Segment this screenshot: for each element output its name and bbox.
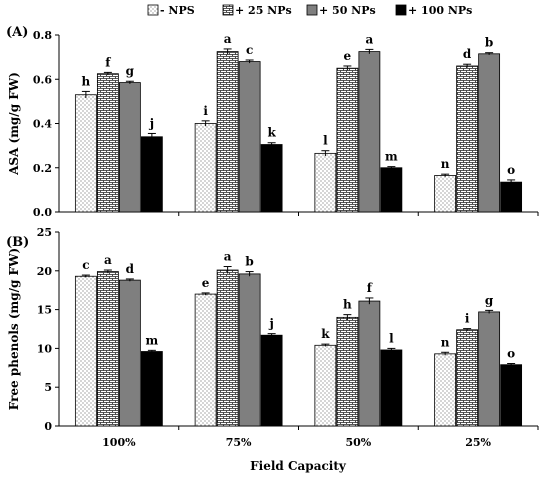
bar-a [336, 67, 359, 213]
legend-label-0: - NPS [160, 4, 195, 17]
bar-b [456, 329, 479, 427]
x-tick-label: 100% [102, 436, 136, 449]
significance-letter-b: e [202, 276, 210, 290]
significance-letter-a: i [203, 104, 208, 118]
bar-a [456, 65, 479, 213]
y-tick-label-b: 25 [37, 226, 52, 239]
bar-a [500, 181, 523, 213]
bar-a [216, 51, 239, 213]
significance-letter-a: l [323, 134, 328, 148]
y-tick-label-a: 0.4 [33, 118, 52, 131]
significance-letter-b: b [245, 255, 253, 269]
significance-letter-a: d [463, 47, 472, 61]
x-tick-label: 75% [226, 436, 252, 449]
bar-b [478, 311, 501, 427]
legend: - NPS + 25 NPs + 50 NPs + 100 NPs [147, 4, 472, 17]
bar-a [140, 136, 163, 213]
bar-b [194, 293, 217, 427]
bar-a [194, 123, 217, 213]
significance-letter-a: b [485, 36, 493, 50]
y-axis-title-b: Free phenols (mg/g FW) [7, 248, 21, 410]
bar-b [118, 279, 141, 427]
significance-letter-b: d [126, 262, 135, 276]
bar-a [478, 53, 501, 213]
y-tick-label-b: 15 [37, 304, 52, 317]
significance-letter-a: j [149, 116, 154, 130]
y-tick-label-b: 0 [44, 420, 52, 433]
bar-b [380, 349, 403, 427]
bar-b [74, 275, 97, 427]
chart-panel-a: (A) ASA (mg/g FW) 0.00.20.40.60.8hfgjiac… [6, 25, 539, 219]
significance-letter-b: c [82, 258, 89, 272]
significance-letter-b: i [465, 312, 470, 326]
x-tick-label: 25% [465, 436, 491, 449]
significance-letter-a: a [365, 32, 373, 46]
significance-letter-b: l [389, 331, 394, 345]
bar-b [434, 353, 457, 427]
significance-letter-a: o [507, 163, 515, 177]
y-tick-label-a: 0.8 [33, 29, 52, 42]
significance-letter-b: a [224, 250, 232, 264]
bar-a [238, 61, 261, 213]
significance-letter-b: o [507, 347, 515, 361]
x-axis-title: Field Capacity [250, 459, 347, 473]
significance-letter-a: f [105, 55, 111, 69]
significance-letter-a: g [126, 64, 135, 78]
significance-letter-b: h [343, 298, 352, 312]
legend-label-1: + 25 NPs [235, 4, 292, 17]
significance-letter-a: n [441, 157, 450, 171]
bar-b [140, 351, 163, 427]
significance-letter-a: a [224, 32, 232, 46]
bar-a [380, 167, 403, 213]
panel-label-b: (B) [6, 235, 29, 250]
x-tick-label: 50% [345, 436, 371, 449]
significance-letter-b: f [367, 281, 373, 295]
bar-a [74, 94, 97, 213]
y-tick-label-b: 20 [37, 265, 53, 278]
significance-letter-b: n [441, 335, 450, 349]
significance-letter-a: k [267, 126, 276, 140]
bar-b [216, 269, 239, 427]
bar-b [500, 364, 523, 427]
legend-swatch-0 [147, 4, 159, 16]
legend-swatch-2 [306, 4, 318, 16]
y-tick-label-a: 0.2 [33, 162, 52, 175]
bar-b [238, 273, 261, 427]
bar-a [314, 152, 337, 213]
significance-letter-b: a [104, 253, 112, 267]
significance-letter-b: g [485, 293, 494, 307]
legend-label-3: + 100 NPs [408, 4, 472, 17]
legend-swatch-1 [222, 4, 234, 16]
bar-a [96, 73, 119, 213]
significance-letter-a: h [82, 74, 91, 88]
bar-b [314, 344, 337, 427]
y-tick-label-b: 10 [37, 342, 53, 355]
legend-swatch-3 [395, 4, 407, 16]
significance-letter-b: m [146, 333, 159, 347]
panel-label-a: (A) [6, 25, 28, 40]
y-tick-label-b: 5 [44, 381, 52, 394]
bar-b [336, 316, 359, 427]
bar-b [358, 300, 381, 427]
bar-a [434, 175, 457, 213]
y-axis-title-a: ASA (mg/g FW) [7, 72, 21, 176]
bar-b [96, 271, 119, 427]
significance-letter-a: m [385, 150, 398, 164]
bar-a [260, 144, 283, 213]
significance-letter-b: j [268, 317, 273, 331]
chart-panel-b: (B) Free phenols (mg/g FW) Field Capacit… [6, 226, 539, 473]
significance-letter-b: k [321, 327, 330, 341]
legend-label-2: + 50 NPs [319, 4, 376, 17]
bar-b [260, 334, 283, 427]
bar-a [358, 51, 381, 213]
significance-letter-a: e [344, 49, 352, 63]
y-tick-label-a: 0.0 [33, 206, 52, 219]
significance-letter-a: c [246, 43, 253, 57]
y-tick-label-a: 0.6 [33, 73, 52, 86]
bar-a [118, 82, 141, 213]
